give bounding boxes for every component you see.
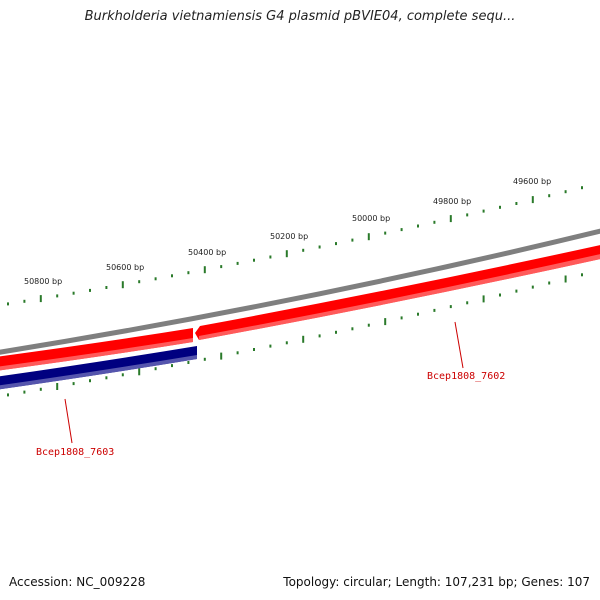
gene-arrow-bcep1808-7602-shade	[199, 254, 600, 340]
leader-line-bcep1808-7603	[64, 398, 73, 444]
accession-text: Accession: NC_009228	[9, 575, 146, 589]
scale-labels: 50800 bp 50600 bp 50400 bp 50200 bp 5000…	[24, 177, 551, 286]
scale-label: 49800 bp	[433, 197, 471, 206]
scale-label: 50400 bp	[188, 248, 226, 257]
scale-label: 50000 bp	[352, 214, 390, 223]
gene-label-bcep1808-7602[interactable]: Bcep1808_7602	[427, 371, 505, 382]
gene-arrow-bcep1808-7603-shade	[0, 355, 197, 390]
scale-label: 50600 bp	[106, 263, 144, 272]
scale-label: 50800 bp	[24, 277, 62, 286]
leader-line-bcep1808-7602	[454, 321, 464, 369]
gene-arrow-forward-left-shade	[0, 338, 193, 371]
summary-text: Topology: circular; Length: 107,231 bp; …	[283, 575, 590, 589]
backbone-line	[0, 228, 600, 355]
outer-scale-ticks	[7, 186, 583, 306]
scale-label: 49600 bp	[513, 177, 551, 186]
inner-scale-ticks	[7, 273, 583, 397]
scale-label: 50200 bp	[270, 232, 308, 241]
gene-label-bcep1808-7603[interactable]: Bcep1808_7603	[36, 447, 114, 458]
map-title: Burkholderia vietnamiensis G4 plasmid pB…	[84, 9, 516, 24]
gene-arrow-bcep1808-7602[interactable]	[195, 244, 600, 340]
